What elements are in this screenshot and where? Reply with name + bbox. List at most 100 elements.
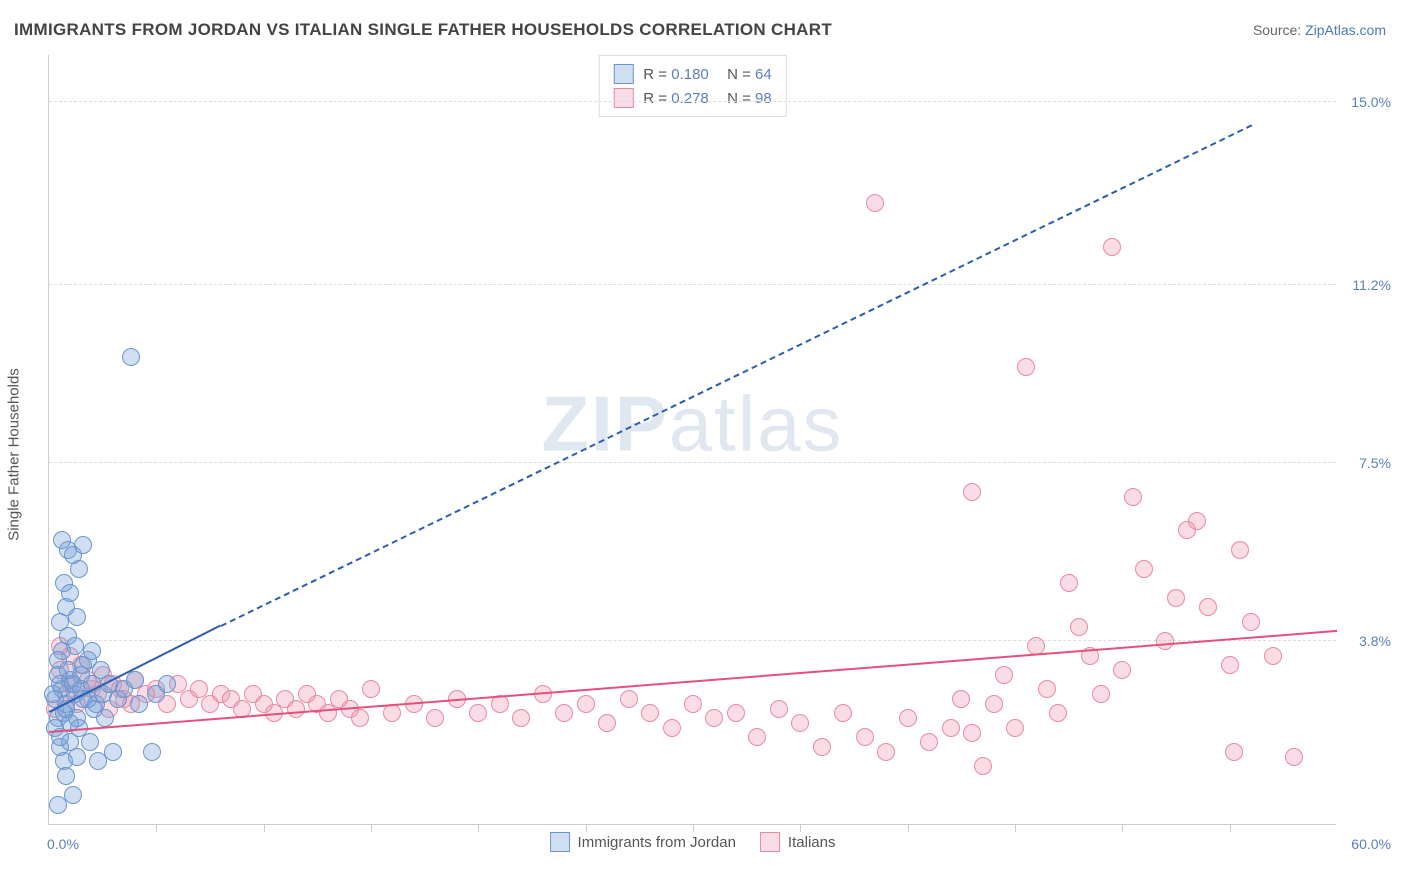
italians-point xyxy=(920,733,938,751)
x-tick xyxy=(371,824,372,832)
italians-point xyxy=(1199,598,1217,616)
italians-point xyxy=(770,700,788,718)
italians-point xyxy=(1070,618,1088,636)
jordan-point xyxy=(126,671,144,689)
legend-item-italians: Italians xyxy=(760,832,836,852)
source-attribution: Source: ZipAtlas.com xyxy=(1253,22,1386,38)
italians-point xyxy=(705,709,723,727)
jordan-point xyxy=(55,574,73,592)
italians-point xyxy=(1231,541,1249,559)
gridline xyxy=(49,101,1336,102)
jordan-point xyxy=(68,608,86,626)
y-axis-title: Single Father Households xyxy=(6,368,23,541)
italians-point xyxy=(512,709,530,727)
plot-area: ZIPatlas R = 0.180 N = 64 R = 0.278 N = … xyxy=(48,55,1336,825)
italians-point xyxy=(598,714,616,732)
italians-point xyxy=(834,704,852,722)
x-tick xyxy=(908,824,909,832)
italians-point xyxy=(985,695,1003,713)
legend-series: Immigrants from Jordan Italians xyxy=(550,832,836,852)
trend-line xyxy=(220,124,1251,626)
italians-point xyxy=(942,719,960,737)
italians-point xyxy=(1103,238,1121,256)
jordan-point xyxy=(53,531,71,549)
italians-point xyxy=(620,690,638,708)
italians-point xyxy=(727,704,745,722)
italians-point xyxy=(899,709,917,727)
italians-point xyxy=(952,690,970,708)
jordan-point xyxy=(83,642,101,660)
x-tick xyxy=(264,824,265,832)
jordan-point xyxy=(74,536,92,554)
scatter-chart: IMMIGRANTS FROM JORDAN VS ITALIAN SINGLE… xyxy=(0,0,1406,892)
jordan-point xyxy=(44,685,62,703)
italians-point xyxy=(877,743,895,761)
y-tick-label: 3.8% xyxy=(1359,633,1391,649)
italians-point xyxy=(663,719,681,737)
x-tick xyxy=(1230,824,1231,832)
italians-point xyxy=(1188,512,1206,530)
italians-point xyxy=(1156,632,1174,650)
italians-point xyxy=(383,704,401,722)
italians-point xyxy=(963,724,981,742)
italians-point xyxy=(1038,680,1056,698)
jordan-point xyxy=(68,709,86,727)
gridline xyxy=(49,462,1336,463)
italians-point xyxy=(1285,748,1303,766)
source-link[interactable]: ZipAtlas.com xyxy=(1305,22,1386,38)
trend-line xyxy=(49,630,1337,733)
italians-point xyxy=(1124,488,1142,506)
italians-point xyxy=(641,704,659,722)
y-tick-label: 7.5% xyxy=(1359,455,1391,471)
italians-point xyxy=(995,666,1013,684)
jordan-point xyxy=(68,748,86,766)
x-tick xyxy=(586,824,587,832)
gridline xyxy=(49,284,1336,285)
x-tick xyxy=(800,824,801,832)
swatch-italians xyxy=(613,88,633,108)
italians-point xyxy=(856,728,874,746)
chart-title: IMMIGRANTS FROM JORDAN VS ITALIAN SINGLE… xyxy=(14,20,832,40)
x-tick xyxy=(1015,824,1016,832)
jordan-point xyxy=(92,661,110,679)
italians-point xyxy=(1049,704,1067,722)
swatch-italians xyxy=(760,832,780,852)
italians-point xyxy=(426,709,444,727)
italians-point xyxy=(748,728,766,746)
swatch-jordan xyxy=(550,832,570,852)
y-tick-label: 15.0% xyxy=(1351,94,1391,110)
italians-point xyxy=(1225,743,1243,761)
italians-point xyxy=(813,738,831,756)
italians-point xyxy=(1092,685,1110,703)
italians-point xyxy=(1242,613,1260,631)
x-axis-min-label: 0.0% xyxy=(47,836,79,852)
jordan-point xyxy=(81,733,99,751)
italians-point xyxy=(791,714,809,732)
legend-item-jordan: Immigrants from Jordan xyxy=(550,832,736,852)
italians-point xyxy=(1221,656,1239,674)
jordan-point xyxy=(57,767,75,785)
jordan-point xyxy=(130,695,148,713)
legend-row-italians: R = 0.278 N = 98 xyxy=(613,86,771,110)
italians-point xyxy=(974,757,992,775)
jordan-point xyxy=(49,796,67,814)
jordan-point xyxy=(122,348,140,366)
watermark: ZIPatlas xyxy=(541,379,843,470)
legend-row-jordan: R = 0.180 N = 64 xyxy=(613,62,771,86)
italians-point xyxy=(577,695,595,713)
swatch-jordan xyxy=(613,64,633,84)
italians-point xyxy=(1113,661,1131,679)
italians-point xyxy=(362,680,380,698)
x-tick xyxy=(156,824,157,832)
italians-point xyxy=(1167,589,1185,607)
legend-correlation: R = 0.180 N = 64 R = 0.278 N = 98 xyxy=(598,55,786,117)
jordan-point xyxy=(158,675,176,693)
jordan-point xyxy=(104,743,122,761)
italians-point xyxy=(1135,560,1153,578)
italians-point xyxy=(351,709,369,727)
jordan-point xyxy=(64,786,82,804)
italians-point xyxy=(684,695,702,713)
y-tick-label: 11.2% xyxy=(1352,277,1391,293)
italians-point xyxy=(1006,719,1024,737)
italians-point xyxy=(963,483,981,501)
